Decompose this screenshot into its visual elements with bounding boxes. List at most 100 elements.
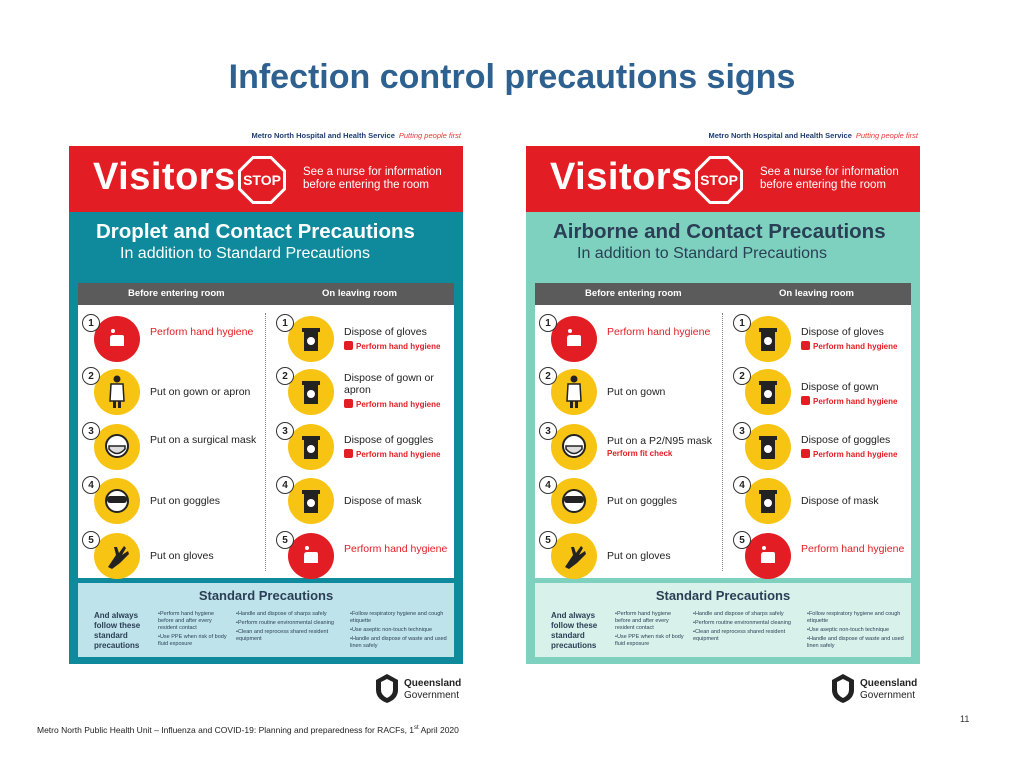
before-header: Before entering room (585, 288, 682, 299)
before-step: 5 Put on gloves (535, 531, 723, 579)
step-label: Put on goggles (607, 495, 678, 507)
std-item: Handle and dispose of waste and used lin… (807, 636, 907, 650)
queensland-government-logo: Queensland Government (372, 672, 462, 706)
stop-sign-icon: STOP (695, 156, 743, 204)
before-step: 4 Put on goggles (78, 476, 266, 524)
step-number: 2 (82, 367, 100, 385)
step-number: 1 (82, 314, 100, 332)
column-divider (722, 313, 723, 571)
after-step: 4 Dispose of mask (729, 476, 911, 524)
step-subnote: Perform hand hygiene (801, 449, 897, 459)
before-step: 4 Put on goggles (535, 476, 723, 524)
visitors-band: Visitors STOP See a nurse for informatio… (69, 146, 463, 212)
bin-icon (745, 478, 791, 524)
after-step: 2 Dispose of gown Perform hand hygiene (729, 367, 911, 415)
stop-sign-icon: STOP (238, 156, 286, 204)
step-label: Perform hand hygiene (150, 326, 254, 338)
step-number: 5 (733, 531, 751, 549)
std-item: Perform hand hygiene before and after ev… (158, 611, 230, 632)
std-column: Follow respiratory hygiene and cough eti… (350, 611, 450, 652)
precaution-heading: Airborne and Contact Precautions In addi… (526, 212, 920, 272)
org-name: Metro North Hospital and Health Service (251, 131, 395, 140)
after-step: 1 Dispose of gloves Perform hand hygiene (272, 314, 454, 362)
step-subnote: Perform hand hygiene (344, 341, 440, 351)
std-item: Use aseptic non-touch technique (807, 627, 907, 634)
std-item: Follow respiratory hygiene and cough eti… (807, 611, 907, 625)
gloves-icon (551, 533, 597, 579)
std-item: Use PPE when risk of body fluid exposure (158, 634, 230, 648)
crest-icon (376, 674, 398, 703)
after-header: On leaving room (779, 288, 854, 299)
step-number: 1 (276, 314, 294, 332)
std-item: Handle and dispose of sharps safely (236, 611, 344, 618)
step-subnote-text: Perform hand hygiene (813, 397, 898, 406)
step-number: 4 (539, 476, 557, 494)
step-subnote: Perform hand hygiene (344, 399, 440, 409)
standard-precautions-panel: Standard Precautions And always follow t… (78, 583, 454, 657)
before-step: 1 Perform hand hygiene (78, 314, 266, 362)
std-item: Follow respiratory hygiene and cough eti… (350, 611, 450, 625)
step-number: 3 (276, 422, 294, 440)
bin-icon (745, 316, 791, 362)
standard-precautions-panel: Standard Precautions And always follow t… (535, 583, 911, 657)
standard-precautions-title: Standard Precautions (198, 588, 334, 603)
step-label: Dispose of mask (344, 495, 422, 507)
gown-icon (94, 369, 140, 415)
step-label: Put on a surgical mask (150, 434, 257, 446)
step-number: 3 (82, 422, 100, 440)
step-label: Dispose of gloves (801, 326, 884, 338)
gloves-icon (94, 533, 140, 579)
nurse-note: See a nurse for information before enter… (760, 166, 899, 191)
bin-icon (288, 478, 334, 524)
std-item: Handle and dispose of waste and used lin… (350, 636, 450, 650)
stop-label: STOP (241, 159, 283, 201)
std-column: Perform hand hygiene before and after ev… (615, 611, 687, 650)
step-number: 2 (733, 367, 751, 385)
std-column: Handle and dispose of sharps safely Perf… (236, 611, 344, 645)
step-subnote: Perform hand hygiene (344, 449, 440, 459)
org-name: Metro North Hospital and Health Service (708, 131, 852, 140)
step-subnote-text: Perform hand hygiene (356, 400, 441, 409)
steps-header: Before entering room On leaving room (535, 283, 911, 305)
std-column: Handle and dispose of sharps safely Perf… (693, 611, 801, 645)
std-item: Clean and reprocess shared resident equi… (693, 629, 801, 643)
page-number: 11 (960, 714, 970, 724)
precaution-subtitle: In addition to Standard Precautions (577, 245, 827, 262)
slide-footer: Metro North Public Health Unit – Influen… (37, 725, 459, 735)
poster-droplet-contact: Metro North Hospital and Health Service P… (69, 128, 463, 664)
step-subnote-text: Perform hand hygiene (813, 450, 898, 459)
footer-superscript: st (414, 725, 419, 732)
after-step: 5 Perform hand hygiene (729, 531, 911, 579)
mask-icon (551, 424, 597, 470)
step-subnote-text: Perform fit check (607, 449, 673, 458)
bin-icon (288, 424, 334, 470)
std-item: Perform routine environmental cleaning (693, 620, 801, 627)
poster-body: Visitors STOP See a nurse for informatio… (526, 146, 920, 664)
before-step: 3 Put on a surgical mask (78, 422, 266, 470)
step-label: Perform hand hygiene (801, 543, 905, 555)
step-label: Dispose of goggles (801, 434, 891, 446)
bin-icon (288, 316, 334, 362)
hand-hygiene-icon (344, 341, 353, 350)
after-header: On leaving room (322, 288, 397, 299)
step-number: 3 (733, 422, 751, 440)
step-label: Put on a P2/N95 mask (607, 435, 713, 447)
goggles-icon (94, 478, 140, 524)
step-label: Dispose of gloves (344, 326, 427, 338)
hand-hygiene-icon (801, 341, 810, 350)
std-column: Perform hand hygiene before and after ev… (158, 611, 230, 650)
poster-body: Visitors STOP See a nurse for informatio… (69, 146, 463, 664)
step-subnote-text: Perform hand hygiene (356, 450, 441, 459)
after-step: 4 Dispose of mask (272, 476, 454, 524)
visitors-label: Visitors (93, 156, 236, 198)
goggles-icon (551, 478, 597, 524)
hand-hygiene-icon (344, 449, 353, 458)
before-step: 5 Put on gloves (78, 531, 266, 579)
before-header: Before entering room (128, 288, 225, 299)
org-tagline: Putting people first (398, 131, 461, 140)
step-subnote: Perform fit check (607, 449, 672, 458)
after-step: 5 Perform hand hygiene (272, 531, 454, 579)
step-number: 4 (276, 476, 294, 494)
standard-precautions-lead: And always follow these standard precaut… (94, 611, 141, 650)
logo-line2: Government (404, 690, 460, 701)
